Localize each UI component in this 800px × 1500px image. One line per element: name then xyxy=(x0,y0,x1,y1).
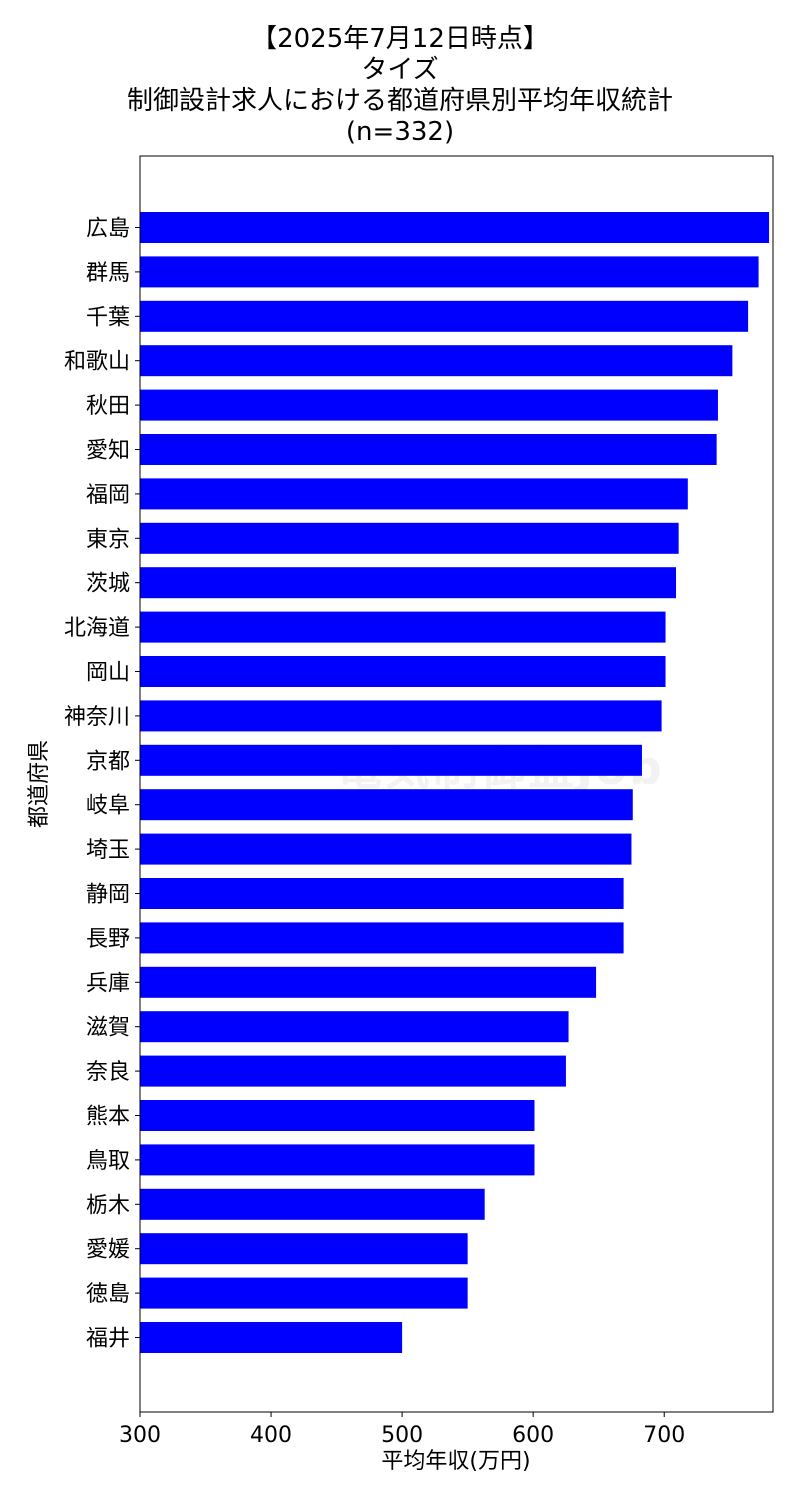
bar-7 xyxy=(140,522,679,554)
bar-0 xyxy=(140,212,770,243)
bar-5 xyxy=(140,434,717,465)
bar-19 xyxy=(140,1055,566,1087)
y-tick-label: 熊本 xyxy=(86,1105,130,1130)
y-tick-label: 広島 xyxy=(86,217,130,242)
bar-15 xyxy=(140,878,624,909)
bar-21 xyxy=(140,1144,535,1176)
bar-10 xyxy=(140,656,666,687)
y-tick-label: 鳥取 xyxy=(86,1149,130,1174)
title-line-subject: 制御設計求人における都道府県別平均年収統計 xyxy=(126,86,673,116)
y-tick-label: 神奈川 xyxy=(64,705,130,730)
bar-12 xyxy=(140,744,642,776)
bar-8 xyxy=(140,567,677,599)
bar-4 xyxy=(140,389,718,421)
x-tick-label: 400 xyxy=(250,1423,292,1448)
bar-14 xyxy=(140,833,632,865)
title-line-company: タイズ xyxy=(361,55,439,85)
y-tick-label: 兵庫 xyxy=(86,971,130,996)
y-tick-label: 愛媛 xyxy=(86,1238,130,1263)
y-axis-title: 都道府県 xyxy=(27,740,52,828)
y-tick-label: 岡山 xyxy=(86,661,130,686)
x-tick-label: 600 xyxy=(512,1423,554,1448)
y-tick-label: 埼玉 xyxy=(86,838,130,863)
x-tick-label: 500 xyxy=(381,1423,423,1448)
bar-17 xyxy=(140,966,597,998)
plot-frame xyxy=(139,155,774,1413)
bar-13 xyxy=(140,789,633,821)
bar-23 xyxy=(140,1233,468,1265)
y-tick-label: 千葉 xyxy=(86,305,130,330)
x-tick-label: 700 xyxy=(643,1423,685,1448)
bar-1 xyxy=(140,256,759,288)
y-tick-label: 奈良 xyxy=(86,1060,130,1085)
y-tick-label: 福井 xyxy=(86,1327,130,1352)
bar-24 xyxy=(140,1277,468,1309)
bar-2 xyxy=(140,300,749,332)
y-tick-label: 和歌山 xyxy=(64,350,130,375)
y-tick-label: 滋賀 xyxy=(86,1016,130,1041)
y-tick-label: 北海道 xyxy=(64,616,130,641)
y-tick-label: 秋田 xyxy=(86,394,130,419)
bar-9 xyxy=(140,611,666,643)
bar-18 xyxy=(140,1011,569,1043)
bar-3 xyxy=(140,345,733,377)
y-tick-label: 栃木 xyxy=(86,1193,130,1218)
y-tick-label: 茨城 xyxy=(86,572,130,597)
title-line-sample-size: (n=332) xyxy=(345,117,455,147)
y-tick-label: 群馬 xyxy=(86,261,130,286)
y-tick-label: 岐阜 xyxy=(86,794,130,819)
bar-16 xyxy=(140,922,624,954)
bar-6 xyxy=(140,478,688,510)
bar-11 xyxy=(140,700,662,732)
y-tick-label: 京都 xyxy=(86,749,130,774)
y-tick-label: 東京 xyxy=(86,527,130,552)
bar-20 xyxy=(140,1100,535,1131)
x-axis-title: 平均年収(万円) xyxy=(381,1449,530,1474)
y-tick-label: 福岡 xyxy=(86,483,130,508)
bar-25 xyxy=(140,1322,403,1353)
y-tick-label: 徳島 xyxy=(86,1282,130,1307)
y-axis: 広島群馬千葉和歌山秋田愛知福岡東京茨城北海道岡山神奈川京都岐阜埼玉静岡長野兵庫滋… xyxy=(64,217,140,1352)
bar-group xyxy=(140,212,770,1353)
x-axis: 300 400 500 600 700 xyxy=(119,1412,685,1448)
y-tick-label: 長野 xyxy=(86,927,130,952)
y-tick-label: 愛知 xyxy=(86,439,130,464)
title-line-date: 【2025年7月12日時点】 xyxy=(251,24,549,54)
x-tick-label: 300 xyxy=(119,1423,161,1448)
bar-22 xyxy=(140,1188,485,1220)
y-tick-label: 静岡 xyxy=(86,883,130,908)
chart-title: 【2025年7月12日時点】 タイズ 制御設計求人における都道府県別平均年収統計… xyxy=(0,24,800,148)
